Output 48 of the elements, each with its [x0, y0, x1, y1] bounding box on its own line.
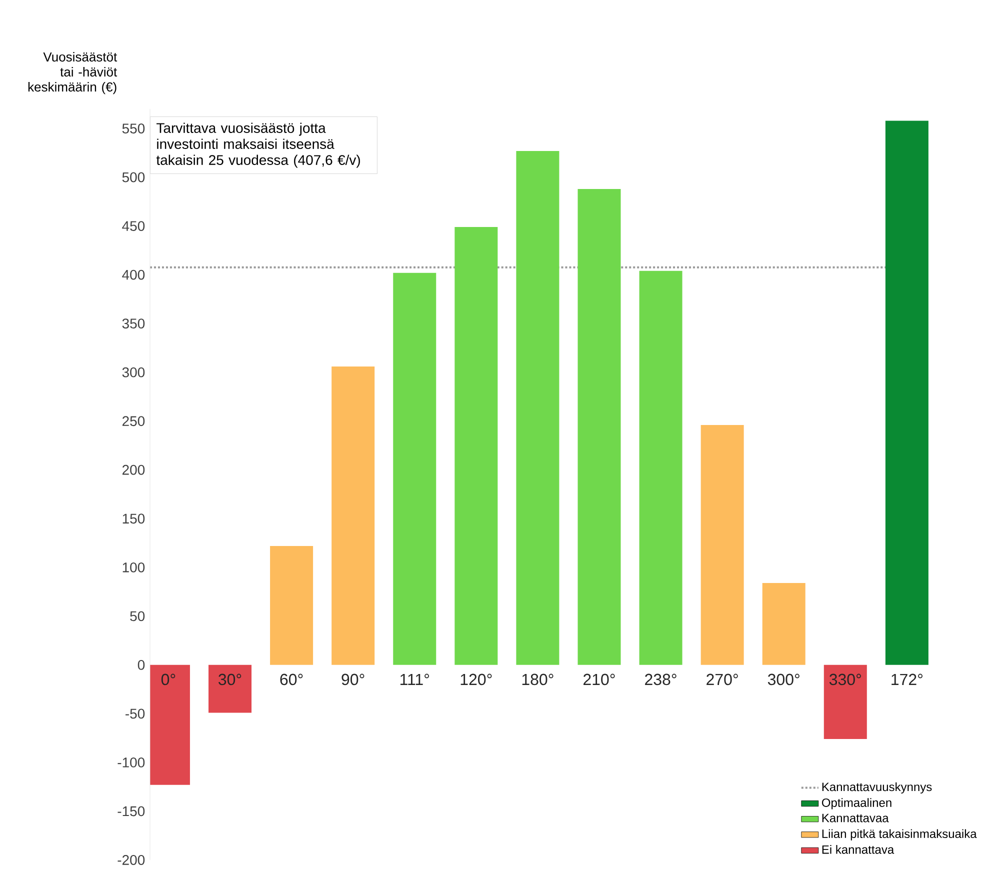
- bar: [454, 227, 498, 665]
- y-tick-label: 100: [122, 562, 145, 572]
- bar: [393, 272, 436, 665]
- bar: [270, 546, 314, 665]
- y-tick-label: -200: [118, 855, 145, 865]
- legend-label: Optimaalinen: [822, 798, 892, 810]
- x-tick-label: 330°: [829, 674, 861, 686]
- bar: [208, 664, 252, 713]
- y-tick-label: 450: [122, 221, 145, 231]
- bar: [578, 188, 621, 665]
- bar: [762, 583, 806, 665]
- legend-label: Kannattavuuskynnys: [822, 782, 932, 794]
- bar: [332, 366, 375, 665]
- y-tick-label: -50: [126, 708, 145, 719]
- y-tick-label: -100: [118, 758, 145, 768]
- bar: [824, 664, 867, 740]
- bar: [885, 120, 928, 665]
- x-tick-label: 111°: [400, 674, 430, 685]
- bar: [639, 270, 682, 665]
- x-tick-label: 270°: [706, 674, 738, 686]
- annotation: Tarvittava vuosisäästö jotta investointi maksaisi itseensä takaisin 25 vuodessa (407,6 €/v): [156, 122, 360, 168]
- x-tick-label: 30°: [218, 674, 242, 686]
- x-tick-label: 0°: [161, 674, 176, 686]
- y-tick-label: 350: [122, 318, 145, 329]
- x-tick-label: 120°: [460, 674, 492, 686]
- x-tick-label: 210°: [584, 674, 615, 686]
- y-tick-label: 150: [122, 514, 145, 524]
- y-tick-label: 0: [138, 660, 145, 670]
- bar: [700, 425, 744, 665]
- x-tick-label: 300°: [768, 674, 800, 686]
- y-axis-title: Vuosisäästöt tai -häviöt keskimäärin (€): [28, 52, 118, 94]
- y-tick-label: -150: [118, 806, 145, 816]
- x-tick-label: 60°: [280, 674, 303, 686]
- y-tick-label: 400: [122, 270, 145, 280]
- y-tick-label: 200: [122, 464, 145, 475]
- x-tick-label: 180°: [522, 674, 554, 686]
- bar: [516, 150, 560, 665]
- legend-label: Kannattavaa: [822, 814, 889, 822]
- y-tick-label: 500: [122, 172, 145, 182]
- legend-label: Liian pitkä takaisinmaksuaika: [822, 829, 977, 840]
- y-tick-label: 550: [122, 124, 145, 134]
- y-tick-label: 300: [122, 367, 145, 378]
- y-tick-label: 250: [122, 416, 145, 426]
- x-tick-label: 238°: [645, 674, 676, 686]
- x-tick-label: 90°: [342, 674, 364, 686]
- legend-label: Ei kannattava: [822, 845, 894, 854]
- x-tick-label: 172°: [892, 674, 923, 685]
- y-tick-label: 50: [130, 611, 145, 622]
